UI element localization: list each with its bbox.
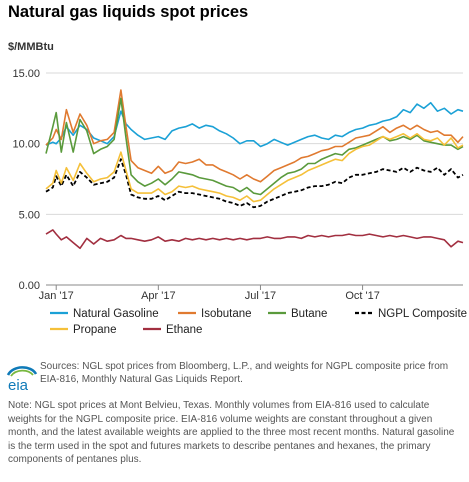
series-line-isobutane: [45, 89, 464, 183]
sources-text: Sources: NGL spot prices from Bloomberg,…: [40, 361, 449, 385]
legend-label: Butane: [291, 308, 327, 320]
legend-item: Isobutane: [178, 308, 252, 320]
gridlines: [46, 72, 463, 286]
legend-label: NGPL Composite: [378, 308, 467, 320]
x-tick-label: Jul '17: [245, 290, 276, 302]
series-line-ngpl-composite: [45, 158, 464, 209]
y-axis-ticks: 15.00 10.00 5.00 0.00: [12, 68, 40, 292]
series-lines: [45, 89, 464, 250]
x-tick-label: Jan '17: [39, 290, 74, 302]
legend-item: Natural Gasoline: [50, 308, 159, 320]
y-tick-label: 15.00: [12, 68, 40, 80]
y-tick-label: 0.00: [19, 280, 40, 292]
x-tick-label: Apr '17: [141, 290, 176, 302]
legend-label: Natural Gasoline: [73, 308, 159, 320]
legend-item: Propane: [50, 324, 116, 336]
series-line-butane: [45, 97, 464, 196]
chart-title: Natural gas liquids spot prices: [8, 3, 249, 21]
legend-item: Ethane: [143, 324, 202, 336]
legend: Natural Gasoline Isobutane Butane NGPL Comp…: [50, 308, 467, 336]
legend-label: Isobutane: [201, 308, 252, 320]
line-chart: $/MMBtu 15.00 10.00 5.00 0.00 Jan '17 Apr '1…: [8, 41, 467, 336]
note-text: Note: NGL spot prices at Mont Belvieu, T…: [8, 400, 455, 465]
legend-label: Ethane: [166, 324, 202, 336]
eia-logo-text: eia: [8, 377, 29, 394]
series-line-propane: [45, 133, 464, 203]
y-tick-label: 5.00: [19, 209, 40, 221]
legend-item: NGPL Composite: [355, 308, 467, 320]
eia-logo: eia: [6, 366, 38, 394]
legend-item: Butane: [268, 308, 327, 320]
x-tick-label: Oct '17: [345, 290, 380, 302]
y-axis-unit-label: $/MMBtu: [8, 41, 54, 53]
series-line-ethane: [45, 229, 464, 250]
x-axis-ticks: Jan '17 Apr '17 Jul '17 Oct '17: [39, 285, 380, 302]
legend-label: Propane: [73, 324, 116, 336]
series-line-natural-gasoline: [45, 101, 464, 148]
y-tick-label: 10.00: [12, 139, 40, 151]
